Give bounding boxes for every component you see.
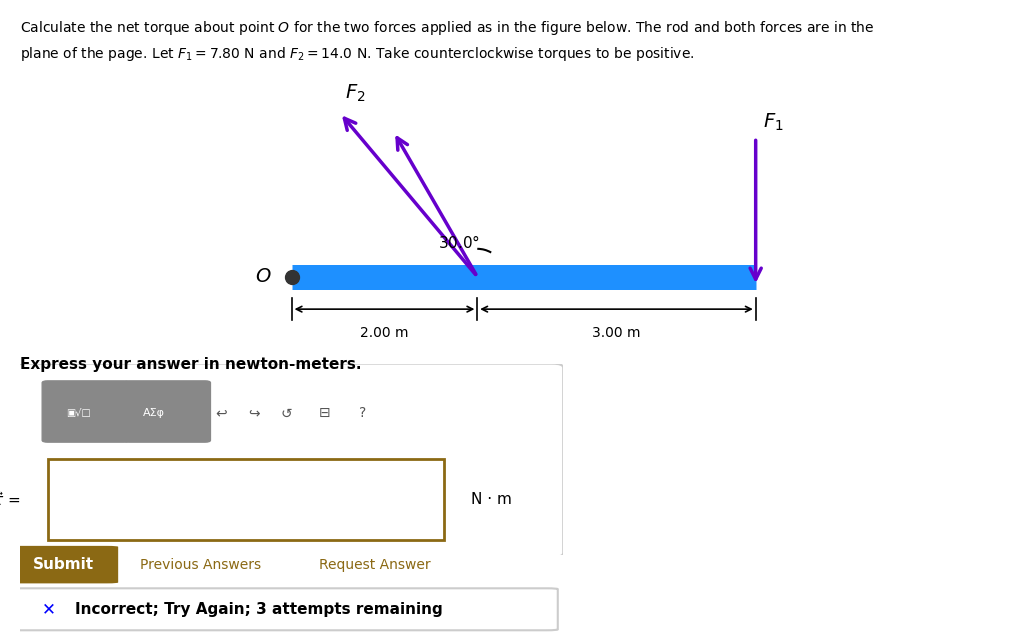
Text: ✕: ✕ [42, 600, 56, 618]
Text: ⊟: ⊟ [318, 406, 330, 420]
Text: 3.00 m: 3.00 m [592, 326, 641, 340]
Text: plane of the page. Let $F_1 = 7.80$ N and $F_2 = 14.0$ N. Take counterclockwise : plane of the page. Let $F_1 = 7.80$ N an… [20, 45, 695, 63]
Text: $O$: $O$ [255, 267, 271, 286]
Text: Incorrect; Try Again; 3 attempts remaining: Incorrect; Try Again; 3 attempts remaini… [75, 602, 442, 617]
Text: Express your answer in newton-meters.: Express your answer in newton-meters. [20, 357, 361, 373]
Text: $F_2$: $F_2$ [345, 82, 366, 104]
FancyBboxPatch shape [124, 381, 211, 442]
Text: ↪: ↪ [248, 406, 260, 420]
Text: 2.00 m: 2.00 m [360, 326, 409, 340]
Text: Calculate the net torque about point $O$ for the two forces applied as in the fi: Calculate the net torque about point $O$… [20, 19, 876, 37]
Text: $30.0°$: $30.0°$ [438, 234, 480, 251]
Text: N · m: N · m [471, 492, 512, 507]
Text: $\vec{\tau}$ =: $\vec{\tau}$ = [0, 491, 20, 508]
FancyBboxPatch shape [47, 459, 443, 540]
Text: Request Answer: Request Answer [319, 558, 431, 572]
FancyBboxPatch shape [15, 364, 563, 557]
Text: Previous Answers: Previous Answers [140, 558, 261, 572]
Text: ↺: ↺ [281, 406, 292, 420]
Text: Submit: Submit [34, 557, 94, 572]
Text: ΑΣφ: ΑΣφ [142, 408, 165, 419]
FancyBboxPatch shape [9, 546, 118, 583]
FancyBboxPatch shape [9, 588, 558, 630]
Text: ?: ? [358, 406, 366, 420]
Text: ↩: ↩ [215, 406, 227, 420]
Text: $F_1$: $F_1$ [763, 112, 783, 133]
FancyBboxPatch shape [42, 381, 129, 442]
Text: ▣√□: ▣√□ [67, 408, 91, 419]
